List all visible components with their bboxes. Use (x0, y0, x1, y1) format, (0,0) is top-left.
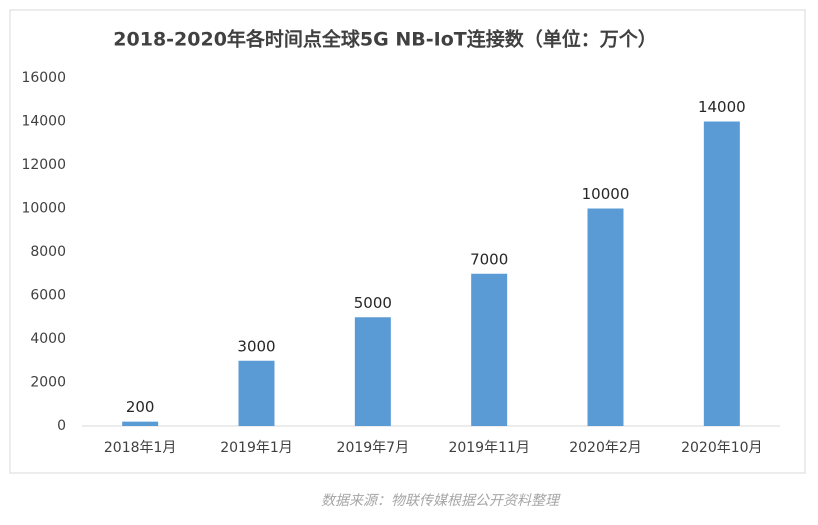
bar (238, 360, 275, 426)
x-tick-label: 2019年11月 (448, 440, 529, 456)
x-tick-label: 2020年2月 (569, 440, 642, 456)
y-tick-label: 10000 (21, 201, 66, 217)
y-tick-label: 14000 (21, 114, 66, 130)
value-label: 5000 (354, 294, 392, 312)
y-tick-label: 8000 (30, 244, 66, 260)
x-tick-label: 2019年1月 (220, 440, 293, 456)
value-label: 10000 (582, 185, 630, 203)
bar (122, 421, 159, 426)
x-tick-label: 2019年7月 (337, 440, 410, 456)
value-label: 200 (126, 398, 155, 416)
y-tick-label: 12000 (21, 157, 66, 173)
chart-title: 2018-2020年各时间点全球5G NB-IoT连接数（单位：万个） (113, 28, 656, 51)
value-label: 14000 (698, 98, 746, 116)
x-tick-label: 2018年1月 (104, 440, 177, 456)
x-tick-label: 2020年10月 (681, 440, 762, 456)
y-tick-label: 2000 (30, 375, 66, 391)
bar (471, 273, 508, 426)
value-label: 7000 (470, 250, 508, 268)
bar (703, 121, 740, 426)
y-tick-label: 0 (57, 418, 66, 434)
source-note: 数据来源：物联传媒根据公开资料整理 (321, 493, 561, 509)
chart-frame (9, 9, 806, 474)
value-label: 3000 (237, 337, 275, 355)
bar (587, 208, 624, 426)
y-tick-label: 16000 (21, 70, 66, 86)
y-tick-label: 6000 (30, 288, 66, 304)
y-tick-label: 4000 (30, 331, 66, 347)
bar (354, 317, 391, 426)
